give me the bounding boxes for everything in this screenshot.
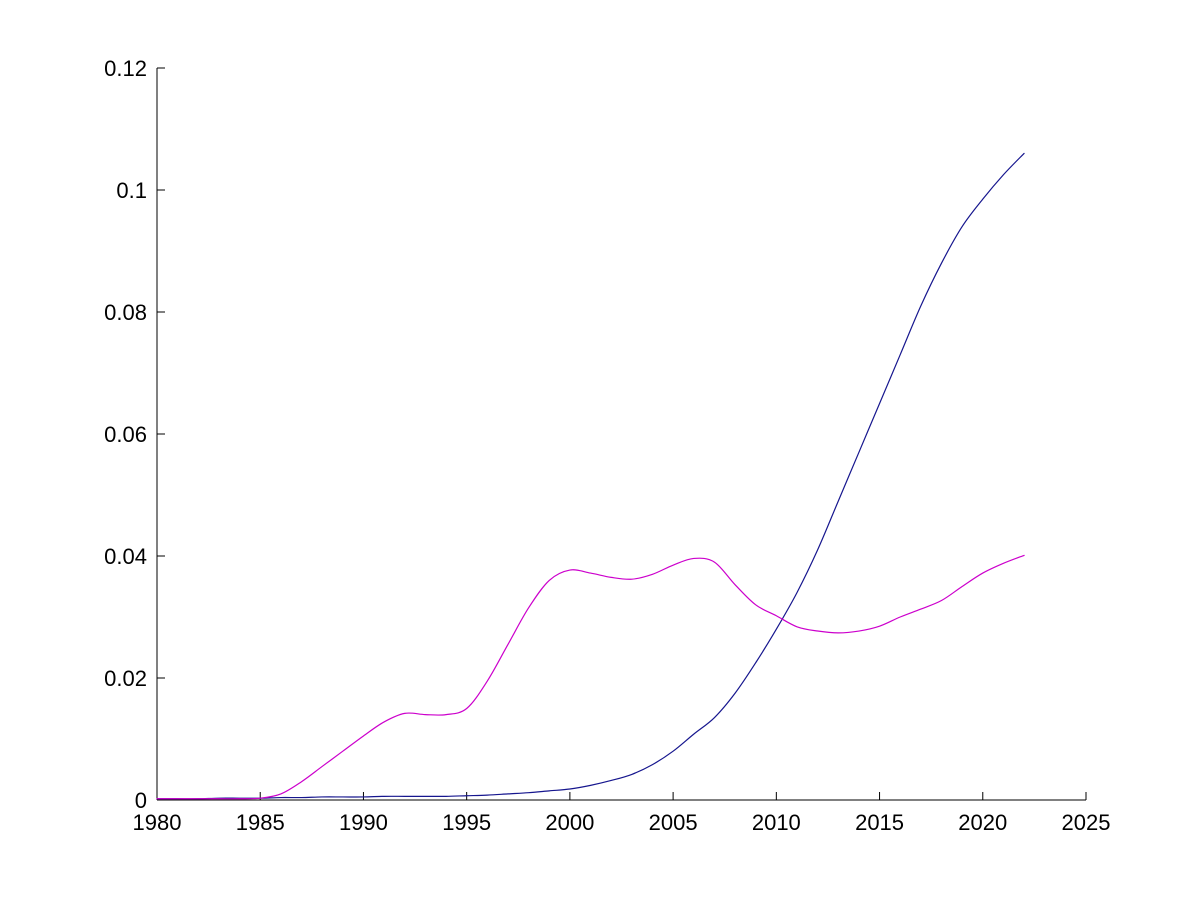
x-tick-label: 2010 [752,810,801,835]
x-tick-label: 1980 [133,810,182,835]
x-tick-label: 1995 [442,810,491,835]
dark-blue-line [156,152,1025,800]
x-tick-label: 2000 [545,810,594,835]
x-tick-label: 2005 [649,810,698,835]
y-tick-label: 0.12 [104,56,147,81]
x-tick-label: 1990 [339,810,388,835]
magenta-line [156,554,1025,800]
x-tick-label: 1985 [236,810,285,835]
y-tick-label: 0.08 [104,300,147,325]
y-tick-label: 0.04 [104,544,147,569]
y-tick-label: 0.06 [104,422,147,447]
x-tick-label: 2020 [958,810,1007,835]
y-tick-label: 0 [135,788,147,813]
x-tick-label: 2025 [1062,810,1111,835]
y-tick-label: 0.1 [116,178,147,203]
y-tick-label: 0.02 [104,666,147,691]
x-tick-label: 2015 [855,810,904,835]
